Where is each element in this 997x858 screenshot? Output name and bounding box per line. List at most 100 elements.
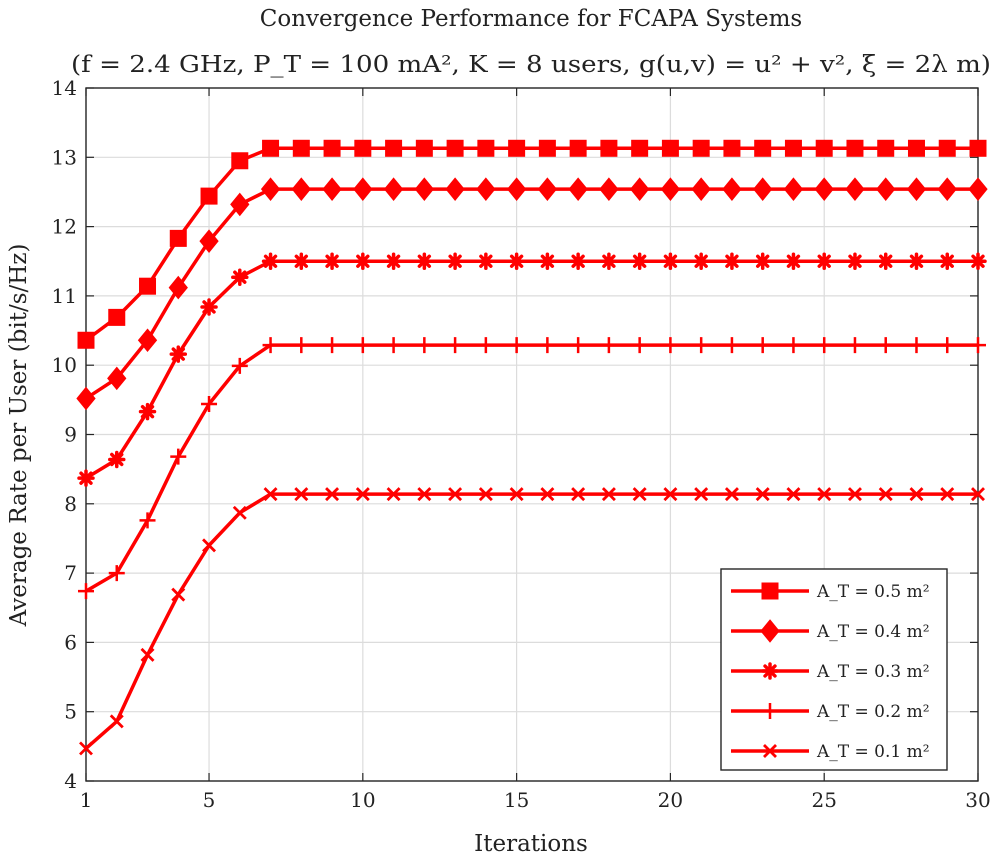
data-point bbox=[631, 337, 648, 354]
data-point bbox=[691, 177, 711, 201]
data-point bbox=[968, 177, 988, 201]
data-point bbox=[417, 487, 432, 502]
data-point bbox=[877, 139, 895, 157]
data-point bbox=[814, 177, 834, 201]
data-point bbox=[200, 187, 218, 205]
y-tick-label: 8 bbox=[64, 492, 77, 516]
y-tick-label: 4 bbox=[64, 769, 77, 793]
legend-label: A_T = 0.4 m² bbox=[816, 622, 930, 642]
data-point bbox=[846, 139, 864, 157]
data-point bbox=[969, 139, 987, 157]
data-point bbox=[630, 252, 649, 270]
data-point bbox=[292, 139, 310, 157]
data-point bbox=[355, 487, 370, 502]
data-point bbox=[477, 252, 495, 270]
data-point bbox=[415, 139, 433, 157]
data-point bbox=[416, 337, 433, 354]
data-point bbox=[414, 177, 434, 201]
data-point bbox=[107, 366, 127, 391]
data-point bbox=[907, 252, 926, 270]
y-tick-label: 12 bbox=[52, 215, 77, 239]
data-point bbox=[324, 337, 341, 354]
data-point bbox=[445, 177, 465, 201]
data-point bbox=[969, 252, 987, 270]
data-point bbox=[262, 139, 280, 157]
y-tick-label: 10 bbox=[52, 353, 77, 377]
data-point bbox=[139, 512, 156, 529]
data-point bbox=[661, 139, 679, 157]
data-point bbox=[599, 177, 619, 201]
data-point bbox=[232, 505, 247, 520]
data-point bbox=[693, 337, 710, 354]
data-point bbox=[231, 357, 248, 374]
data-point bbox=[876, 177, 896, 201]
data-point bbox=[786, 487, 801, 502]
y-tick-label: 9 bbox=[64, 423, 77, 447]
data-point bbox=[815, 139, 833, 157]
data-point bbox=[600, 337, 617, 354]
data-point bbox=[694, 487, 709, 502]
data-point bbox=[632, 487, 647, 502]
data-point bbox=[231, 152, 249, 170]
data-point bbox=[108, 450, 126, 469]
data-point bbox=[815, 252, 833, 270]
series-5 bbox=[79, 487, 985, 756]
data-point bbox=[169, 345, 188, 363]
data-point bbox=[79, 741, 93, 756]
y-axis-label: Average Rate per User (bit/s/Hz) bbox=[6, 244, 32, 628]
data-point bbox=[76, 386, 96, 411]
data-point bbox=[753, 177, 773, 201]
data-point bbox=[845, 177, 865, 201]
data-point bbox=[600, 139, 618, 157]
data-point bbox=[755, 487, 770, 502]
series-line bbox=[85, 343, 978, 593]
legend-label: A_T = 0.1 m² bbox=[816, 742, 930, 762]
legend-entry: A_T = 0.4 m² bbox=[731, 619, 930, 643]
data-point bbox=[783, 177, 804, 201]
data-point bbox=[816, 337, 833, 354]
data-point bbox=[723, 252, 741, 270]
data-point bbox=[507, 252, 526, 270]
data-point bbox=[538, 139, 556, 157]
data-point bbox=[200, 298, 218, 316]
data-point bbox=[846, 337, 863, 354]
data-point bbox=[78, 583, 94, 600]
series-1 bbox=[77, 139, 987, 349]
y-tick-label: 6 bbox=[64, 630, 77, 654]
data-point bbox=[446, 252, 464, 270]
data-point bbox=[938, 139, 956, 157]
data-point bbox=[877, 337, 894, 354]
legend-entry: A_T = 0.3 m² bbox=[731, 662, 930, 682]
data-point bbox=[354, 252, 372, 270]
data-point bbox=[906, 177, 927, 201]
data-point bbox=[476, 177, 496, 201]
x-tick-label: 30 bbox=[965, 788, 990, 812]
legend-entry: A_T = 0.2 m² bbox=[731, 702, 930, 722]
data-point bbox=[201, 396, 218, 413]
data-point bbox=[723, 337, 740, 354]
data-point bbox=[569, 139, 587, 157]
data-point bbox=[415, 252, 434, 270]
data-point bbox=[448, 487, 463, 502]
data-point bbox=[846, 252, 864, 270]
series-3 bbox=[77, 252, 987, 487]
data-point bbox=[909, 487, 924, 502]
data-point bbox=[724, 487, 739, 502]
series-4 bbox=[78, 337, 986, 600]
data-point bbox=[878, 487, 893, 502]
data-point bbox=[353, 177, 373, 201]
legend: A_T = 0.5 m² A_T = 0.4 m² A_T = 0.3 m² A_T … bbox=[720, 568, 948, 771]
data-point bbox=[568, 177, 588, 201]
series-line bbox=[85, 259, 978, 480]
data-point bbox=[509, 487, 524, 502]
data-point bbox=[354, 139, 372, 157]
data-point bbox=[508, 139, 526, 157]
series-line bbox=[85, 187, 978, 400]
legend-label: A_T = 0.5 m² bbox=[816, 582, 930, 602]
x-tick-label: 10 bbox=[350, 788, 375, 812]
data-point bbox=[876, 252, 895, 270]
data-point bbox=[970, 337, 986, 354]
data-point bbox=[539, 337, 556, 354]
x-tick-label: 25 bbox=[811, 788, 836, 812]
data-point bbox=[231, 268, 249, 286]
